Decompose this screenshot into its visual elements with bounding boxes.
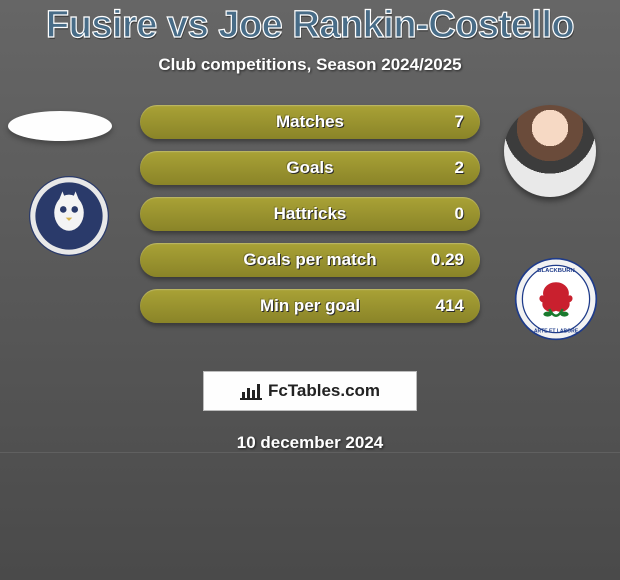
- divider: [0, 452, 620, 453]
- stat-bar-mpg: Min per goal 414: [140, 289, 480, 323]
- comparison-area: BLACKBURN ARTE ET LABORE Matches 7 Goals…: [0, 105, 620, 355]
- svg-text:BLACKBURN: BLACKBURN: [537, 268, 574, 274]
- stat-value: 2: [455, 151, 464, 185]
- date-text: 10 december 2024: [0, 433, 620, 453]
- stat-label: Matches: [140, 105, 480, 139]
- svg-text:ARTE ET LABORE: ARTE ET LABORE: [534, 329, 579, 335]
- stat-value: 0: [455, 197, 464, 231]
- stat-label: Min per goal: [140, 289, 480, 323]
- stat-value: 414: [436, 289, 464, 323]
- player-right-avatar: [504, 105, 596, 197]
- stat-bar-matches: Matches 7: [140, 105, 480, 139]
- stat-value: 0.29: [431, 243, 464, 277]
- stat-bar-hattricks: Hattricks 0: [140, 197, 480, 231]
- page-title: Fusire vs Joe Rankin-Costello: [0, 4, 620, 47]
- stat-value: 7: [455, 105, 464, 139]
- player-left-avatar: [8, 111, 112, 141]
- stat-bar-gpm: Goals per match 0.29: [140, 243, 480, 277]
- club-crest-right: BLACKBURN ARTE ET LABORE: [514, 257, 598, 341]
- brand-badge: FcTables.com: [203, 371, 417, 411]
- brand-text: FcTables.com: [268, 381, 380, 401]
- stat-label: Goals per match: [140, 243, 480, 277]
- club-crest-left: [28, 175, 110, 257]
- stat-label: Goals: [140, 151, 480, 185]
- stat-label: Hattricks: [140, 197, 480, 231]
- stats-bars: Matches 7 Goals 2 Hattricks 0 Goals per …: [140, 105, 480, 335]
- brand-chart-icon: [240, 382, 262, 400]
- subtitle: Club competitions, Season 2024/2025: [0, 55, 620, 75]
- stat-bar-goals: Goals 2: [140, 151, 480, 185]
